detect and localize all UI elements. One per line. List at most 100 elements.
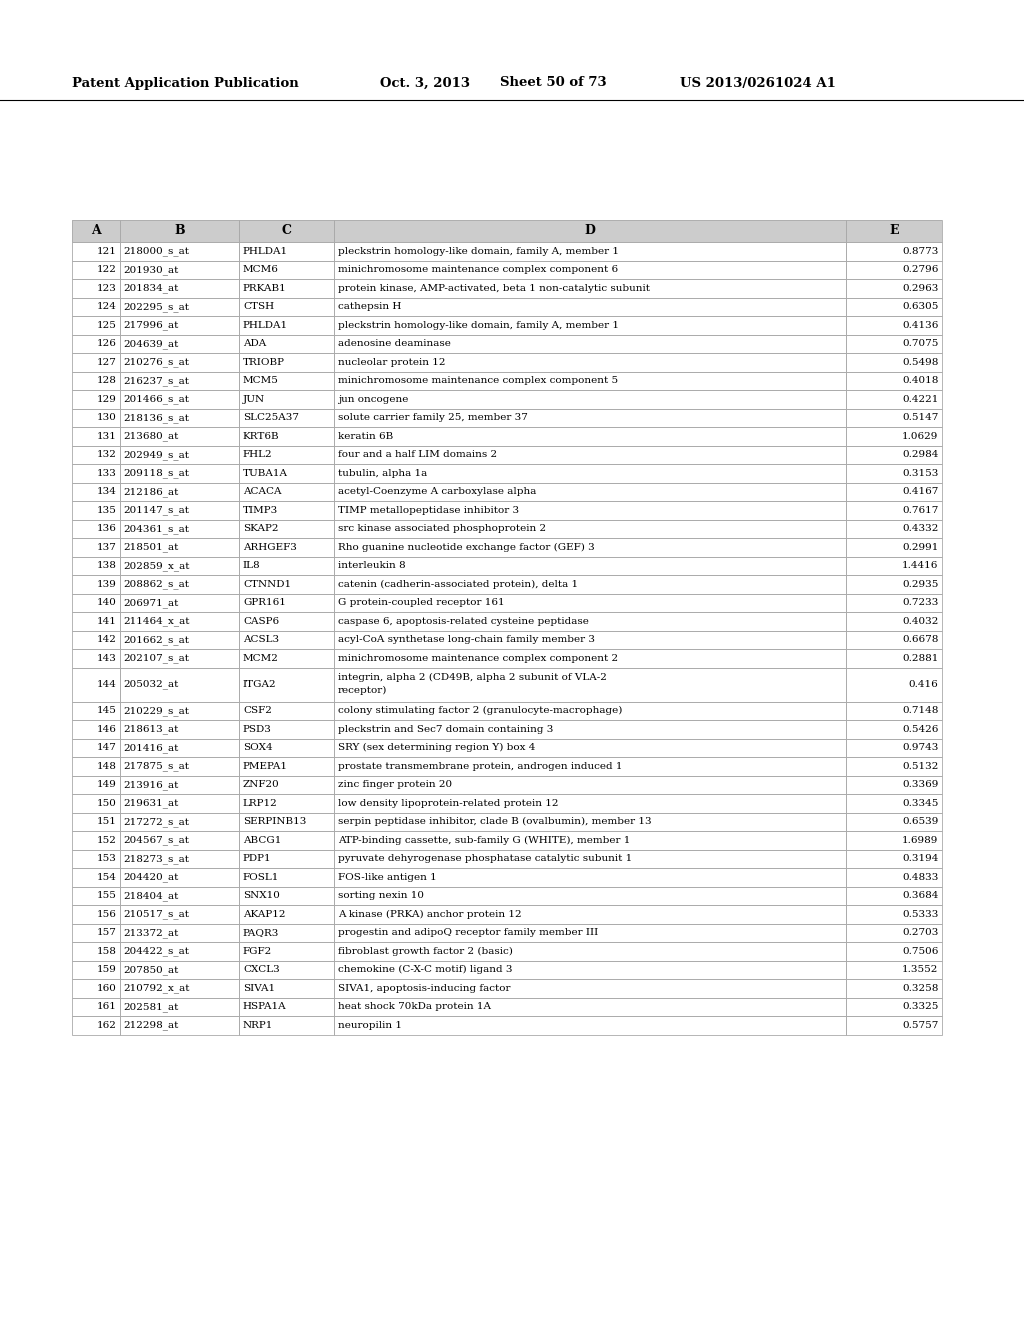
- Bar: [120, 352, 240, 371]
- Bar: [847, 539, 942, 557]
- Bar: [120, 446, 240, 465]
- Bar: [334, 1016, 847, 1035]
- Bar: [72, 371, 120, 389]
- Text: ACACA: ACACA: [243, 487, 282, 496]
- Bar: [240, 612, 334, 631]
- Bar: [72, 352, 120, 371]
- Text: Oct. 3, 2013: Oct. 3, 2013: [380, 77, 470, 90]
- Bar: [72, 961, 120, 979]
- Bar: [334, 297, 847, 315]
- Bar: [72, 668, 120, 701]
- Bar: [120, 315, 240, 334]
- Bar: [120, 668, 240, 701]
- Text: tubulin, alpha 1a: tubulin, alpha 1a: [338, 469, 427, 478]
- Bar: [72, 371, 120, 389]
- Bar: [334, 756, 847, 776]
- Bar: [847, 813, 942, 832]
- Bar: [72, 719, 120, 738]
- Bar: [847, 832, 942, 850]
- Bar: [240, 576, 334, 594]
- Bar: [72, 334, 120, 352]
- Bar: [240, 649, 334, 668]
- Bar: [72, 942, 120, 961]
- Bar: [72, 668, 120, 701]
- Text: 210276_s_at: 210276_s_at: [123, 358, 189, 367]
- Bar: [240, 869, 334, 887]
- Bar: [334, 612, 847, 631]
- Bar: [120, 738, 240, 756]
- Text: 147: 147: [96, 743, 117, 752]
- Bar: [334, 942, 847, 961]
- Text: 146: 146: [96, 725, 117, 734]
- Bar: [240, 832, 334, 850]
- Text: 0.4032: 0.4032: [902, 616, 939, 626]
- Text: protein kinase, AMP-activated, beta 1 non-catalytic subunit: protein kinase, AMP-activated, beta 1 no…: [338, 284, 650, 293]
- Bar: [847, 220, 942, 242]
- Bar: [120, 576, 240, 594]
- Bar: [120, 483, 240, 502]
- Text: 0.5757: 0.5757: [902, 1020, 939, 1030]
- Bar: [847, 389, 942, 408]
- Bar: [240, 408, 334, 426]
- Bar: [847, 297, 942, 315]
- Text: E: E: [890, 224, 899, 238]
- Bar: [240, 961, 334, 979]
- Bar: [72, 942, 120, 961]
- Text: PHLDA1: PHLDA1: [243, 247, 288, 256]
- Text: minichromosome maintenance complex component 6: minichromosome maintenance complex compo…: [338, 265, 617, 275]
- Bar: [847, 942, 942, 961]
- Bar: [847, 961, 942, 979]
- Bar: [120, 371, 240, 389]
- Text: 0.5132: 0.5132: [902, 762, 939, 771]
- Bar: [240, 631, 334, 649]
- Text: 132: 132: [96, 450, 117, 459]
- Bar: [334, 334, 847, 352]
- Bar: [72, 813, 120, 832]
- Bar: [240, 426, 334, 446]
- Bar: [847, 887, 942, 906]
- Bar: [240, 701, 334, 719]
- Bar: [847, 869, 942, 887]
- Bar: [120, 998, 240, 1016]
- Text: 201930_at: 201930_at: [123, 265, 179, 275]
- Bar: [847, 220, 942, 242]
- Text: GPR161: GPR161: [243, 598, 286, 607]
- Text: MCM5: MCM5: [243, 376, 279, 385]
- Bar: [334, 887, 847, 906]
- Bar: [72, 279, 120, 297]
- Bar: [334, 719, 847, 738]
- Text: TUBA1A: TUBA1A: [243, 469, 288, 478]
- Bar: [240, 297, 334, 315]
- Text: FOS-like antigen 1: FOS-like antigen 1: [338, 873, 436, 882]
- Bar: [240, 719, 334, 738]
- Bar: [72, 649, 120, 668]
- Bar: [334, 594, 847, 612]
- Bar: [240, 998, 334, 1016]
- Bar: [847, 942, 942, 961]
- Bar: [847, 520, 942, 539]
- Text: 142: 142: [96, 635, 117, 644]
- Bar: [240, 371, 334, 389]
- Bar: [72, 389, 120, 408]
- Bar: [72, 520, 120, 539]
- Bar: [72, 334, 120, 352]
- Text: PAQR3: PAQR3: [243, 928, 280, 937]
- Bar: [120, 220, 240, 242]
- Bar: [334, 242, 847, 260]
- Bar: [120, 334, 240, 352]
- Bar: [847, 557, 942, 576]
- Text: KRT6B: KRT6B: [243, 432, 280, 441]
- Bar: [847, 352, 942, 371]
- Bar: [334, 279, 847, 297]
- Bar: [240, 776, 334, 795]
- Bar: [240, 220, 334, 242]
- Text: 141: 141: [96, 616, 117, 626]
- Bar: [847, 408, 942, 426]
- Bar: [334, 738, 847, 756]
- Bar: [240, 520, 334, 539]
- Text: 160: 160: [96, 983, 117, 993]
- Bar: [120, 483, 240, 502]
- Text: PDP1: PDP1: [243, 854, 271, 863]
- Bar: [240, 1016, 334, 1035]
- Bar: [240, 426, 334, 446]
